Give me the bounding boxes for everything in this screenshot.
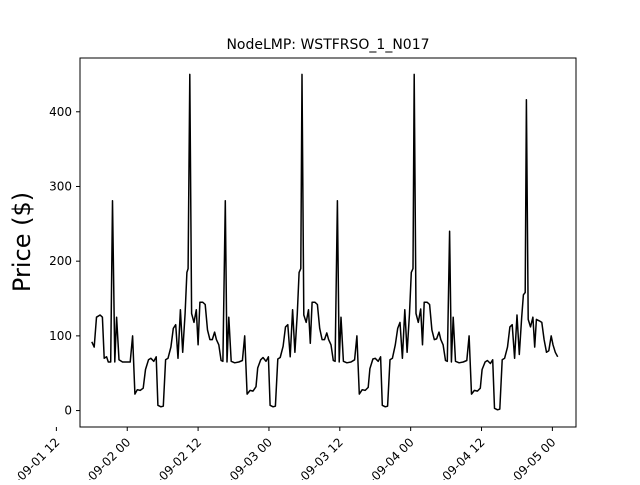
price-series-line <box>91 73 559 411</box>
y-tick-label: 200 <box>49 254 72 268</box>
y-axis: 0 100 200 300 400 <box>49 105 80 418</box>
chart-title: NodeLMP: WSTFRSO_1_N017 <box>226 37 429 53</box>
series-group <box>91 73 559 411</box>
y-tick-label: 400 <box>49 105 72 119</box>
y-tick-label: 100 <box>49 329 72 343</box>
y-tick-label: 0 <box>64 404 72 418</box>
plot-area-frame <box>79 57 577 428</box>
y-axis-label: Price ($) <box>8 192 36 292</box>
y-tick-label: 300 <box>49 179 72 193</box>
